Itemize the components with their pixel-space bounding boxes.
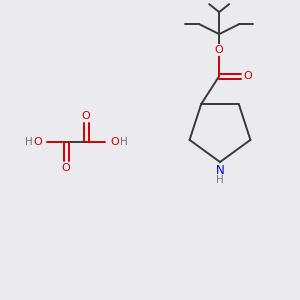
Text: H: H — [216, 175, 224, 185]
Text: O: O — [82, 111, 90, 121]
Text: O: O — [110, 137, 119, 147]
Text: N: N — [216, 164, 224, 178]
Text: H: H — [25, 137, 33, 147]
Text: O: O — [244, 71, 253, 81]
Text: H: H — [120, 137, 128, 147]
Text: O: O — [33, 137, 42, 147]
Text: O: O — [215, 45, 224, 55]
Text: O: O — [61, 163, 70, 173]
